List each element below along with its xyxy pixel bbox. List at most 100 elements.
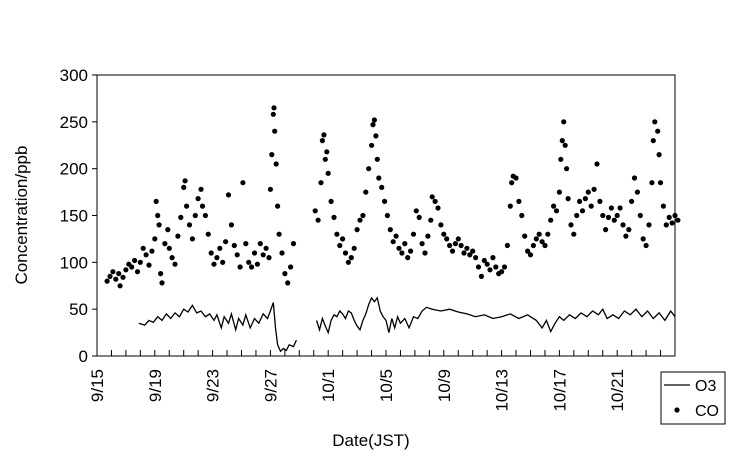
co-point bbox=[577, 198, 583, 204]
co-point bbox=[189, 236, 195, 242]
co-point bbox=[263, 245, 269, 251]
co-point bbox=[120, 274, 126, 280]
co-point bbox=[153, 198, 159, 204]
co-point bbox=[614, 212, 620, 219]
x-tick-label-9-27: 9/27 bbox=[261, 369, 280, 402]
co-point bbox=[205, 231, 211, 237]
co-point bbox=[475, 264, 482, 270]
co-point bbox=[208, 250, 214, 256]
co-point bbox=[249, 264, 255, 270]
co-point bbox=[132, 257, 138, 264]
co-point bbox=[548, 217, 554, 223]
co-point bbox=[202, 212, 208, 219]
co-point bbox=[623, 233, 629, 239]
o3-line-segment bbox=[315, 296, 676, 335]
co-point bbox=[354, 227, 360, 233]
y-axis-title: Concentration/ppb bbox=[12, 146, 31, 285]
co-point bbox=[312, 208, 318, 214]
legend-o3-label: O3 bbox=[695, 378, 716, 395]
co-point bbox=[478, 273, 484, 279]
co-point bbox=[444, 236, 450, 242]
co-point bbox=[348, 255, 354, 261]
co-point bbox=[513, 175, 519, 181]
co-point bbox=[556, 189, 563, 195]
co-point bbox=[542, 242, 548, 249]
co-point bbox=[195, 196, 201, 202]
co-point bbox=[357, 217, 363, 223]
co-point bbox=[211, 261, 217, 267]
co-point bbox=[351, 245, 357, 251]
co-point bbox=[458, 242, 464, 249]
co-point bbox=[396, 245, 402, 251]
co-point bbox=[266, 255, 272, 261]
x-tick-label-10-9: 10/9 bbox=[435, 369, 454, 402]
legend-co-marker bbox=[674, 407, 680, 413]
legend: O3 CO bbox=[660, 371, 726, 425]
co-point bbox=[522, 233, 528, 239]
co-point bbox=[527, 252, 534, 258]
co-point bbox=[536, 231, 542, 237]
co-point bbox=[260, 252, 266, 258]
co-point bbox=[637, 212, 643, 219]
co-point bbox=[410, 231, 417, 237]
y-tick-label-200: 200 bbox=[60, 160, 88, 179]
co-point bbox=[369, 142, 375, 148]
co-point bbox=[279, 250, 285, 256]
co-point bbox=[217, 245, 223, 251]
x-tick-label-10-1: 10/1 bbox=[319, 369, 338, 402]
co-point bbox=[272, 128, 278, 134]
co-point bbox=[605, 214, 612, 220]
co-point bbox=[509, 180, 515, 186]
co-point bbox=[110, 269, 116, 275]
co-point bbox=[366, 166, 372, 172]
co-point bbox=[370, 122, 376, 128]
co-point bbox=[669, 220, 675, 226]
co-point bbox=[562, 142, 568, 148]
co-point bbox=[591, 186, 597, 192]
co-point bbox=[158, 271, 164, 277]
co-point bbox=[490, 255, 496, 261]
x-axis-title: Date(JST) bbox=[332, 431, 409, 450]
co-point bbox=[184, 203, 190, 209]
co-point bbox=[419, 241, 425, 247]
co-point bbox=[551, 203, 557, 209]
x-tick-label-9-23: 9/23 bbox=[204, 369, 223, 402]
co-point bbox=[165, 227, 171, 233]
co-point bbox=[373, 133, 379, 139]
co-point bbox=[285, 280, 291, 286]
co-point bbox=[271, 105, 277, 111]
co-point bbox=[643, 242, 649, 249]
co-point bbox=[234, 252, 240, 258]
x-axis: 9/15 9/19 9/23 9/27 10/1 10/5 10/9 10/13 10/17 10… bbox=[88, 350, 676, 412]
co-point bbox=[178, 214, 184, 220]
co-point bbox=[655, 128, 661, 134]
x-tick-label-10-17: 10/17 bbox=[550, 369, 569, 412]
co-point bbox=[432, 198, 438, 204]
co-point bbox=[113, 276, 119, 282]
co-point bbox=[568, 222, 574, 228]
co-point bbox=[199, 203, 206, 209]
legend-box bbox=[660, 371, 726, 425]
co-point bbox=[374, 156, 380, 162]
co-point bbox=[328, 198, 334, 204]
co-point bbox=[399, 250, 405, 256]
co-point bbox=[473, 255, 479, 261]
co-point bbox=[228, 222, 234, 228]
co-point bbox=[594, 161, 600, 167]
co-point bbox=[267, 186, 273, 192]
co-point bbox=[290, 241, 297, 247]
series-o3 bbox=[138, 296, 676, 353]
co-point bbox=[650, 138, 656, 144]
co-point bbox=[321, 132, 327, 138]
co-point bbox=[499, 269, 505, 275]
co-point bbox=[416, 214, 422, 220]
co-point bbox=[251, 250, 258, 256]
co-point bbox=[435, 205, 441, 211]
co-point bbox=[390, 239, 396, 245]
co-point bbox=[579, 208, 586, 214]
co-point bbox=[455, 236, 461, 242]
co-point bbox=[504, 242, 510, 249]
co-point bbox=[149, 248, 155, 254]
co-point bbox=[337, 242, 343, 249]
x-tick-label-10-21: 10/21 bbox=[608, 369, 627, 412]
